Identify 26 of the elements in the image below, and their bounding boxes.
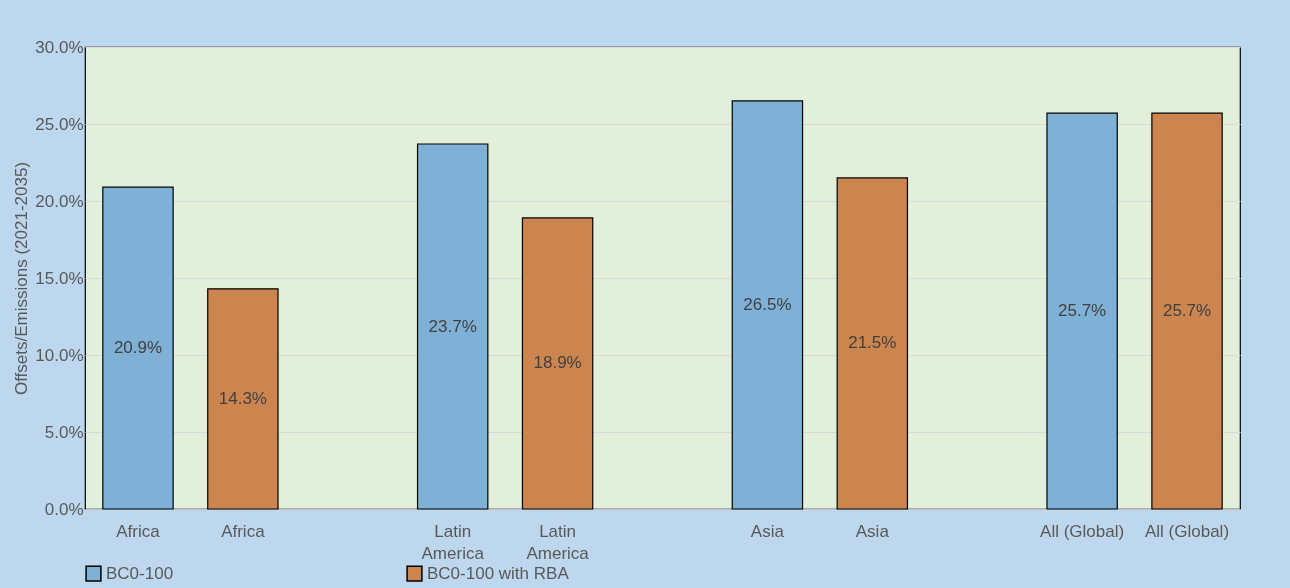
y-axis-title: Offsets/Emissions (2021-2035) (12, 161, 32, 396)
data-label: 23.7% (428, 316, 477, 336)
data-label: 21.5% (848, 333, 897, 353)
x-tick-label: Latin America (526, 521, 590, 563)
x-tick-label: All (Global) (1144, 521, 1230, 541)
x-tick-label: Africa (116, 521, 161, 541)
data-label: 26.5% (743, 294, 792, 314)
y-tick-label: 15.0% (35, 268, 84, 288)
legend-label: BC0-100 (106, 563, 174, 583)
y-tick-label: 25.0% (35, 114, 84, 134)
x-tick-label: Africa (221, 521, 266, 541)
y-tick-label: 5.0% (44, 422, 84, 442)
y-tick-label: 0.0% (44, 499, 84, 519)
x-tick-label: Asia (750, 521, 785, 541)
data-label: 20.9% (113, 338, 163, 358)
y-tick-label: 30.0% (35, 37, 84, 57)
data-label: 18.9% (533, 353, 582, 373)
y-tick-label: 10.0% (35, 345, 84, 365)
data-label: 25.7% (1162, 301, 1212, 321)
data-label: 25.7% (1058, 301, 1107, 321)
x-tick-label: All (Global) (1040, 521, 1125, 541)
y-tick-label: 20.0% (35, 191, 84, 211)
data-label: 14.3% (218, 388, 267, 408)
x-tick-label: Asia (855, 521, 890, 541)
x-tick-label: Latin America (421, 521, 485, 563)
legend-label: BC0-100 with RBA (427, 563, 570, 583)
